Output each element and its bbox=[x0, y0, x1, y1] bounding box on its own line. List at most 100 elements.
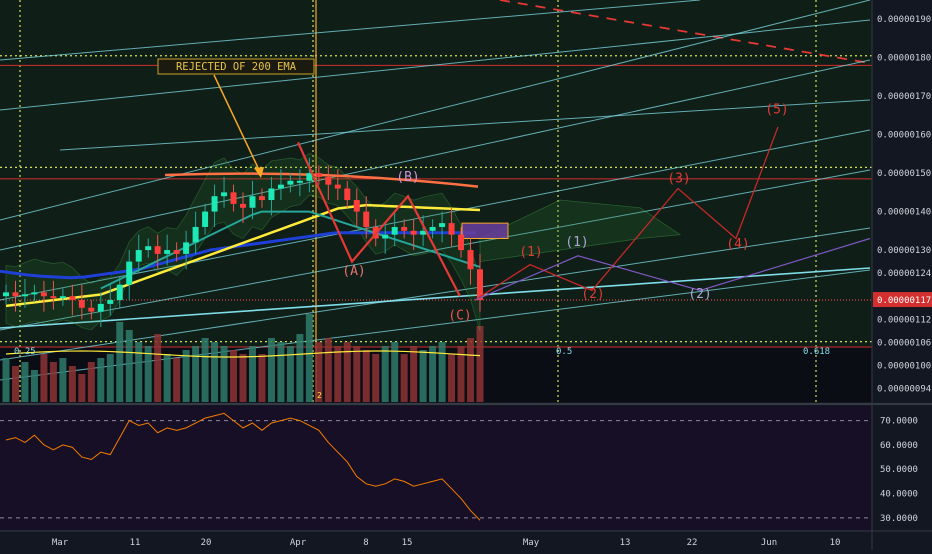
candle-body bbox=[296, 180, 303, 183]
volume-bar bbox=[78, 374, 86, 402]
volume-bar bbox=[467, 338, 475, 402]
candle-body bbox=[97, 303, 104, 312]
candle-body bbox=[467, 250, 474, 270]
rsi-tick: 60.0000 bbox=[880, 441, 918, 451]
candle-body bbox=[401, 226, 408, 231]
volume-bar bbox=[362, 350, 370, 402]
candle-body bbox=[353, 200, 360, 212]
volume-bar bbox=[248, 346, 256, 402]
fib-fan-line-8 bbox=[0, 0, 701, 61]
candle-body bbox=[88, 307, 95, 312]
candle-body bbox=[154, 246, 161, 254]
rsi-tick: 50.0000 bbox=[880, 465, 918, 475]
candle-body bbox=[391, 226, 398, 235]
volume-bar bbox=[448, 354, 456, 402]
volume-bar bbox=[220, 346, 228, 402]
price-tick: 0.00000130 bbox=[877, 246, 931, 256]
volume-marker: 2 bbox=[317, 391, 322, 400]
price-tick: 0.00000150 bbox=[877, 169, 931, 179]
wave-label-w2: (2) bbox=[581, 287, 604, 302]
volume-bar bbox=[381, 346, 389, 402]
volume-bar bbox=[116, 322, 124, 402]
price-tick: 0.00000100 bbox=[877, 361, 931, 371]
candle-body bbox=[306, 173, 313, 181]
wave-label-alt1: (1) bbox=[565, 235, 588, 250]
candle-body bbox=[249, 196, 256, 208]
candle-body bbox=[287, 180, 294, 185]
current-price-badge bbox=[873, 292, 932, 308]
wave-label-A: (A) bbox=[342, 264, 365, 279]
wave-label-alt2: (2) bbox=[688, 287, 711, 302]
volume-bar bbox=[87, 362, 95, 402]
volume-bar bbox=[457, 346, 465, 402]
candle-body bbox=[50, 296, 57, 299]
annotation-arrow-line bbox=[213, 74, 262, 175]
candle-body bbox=[59, 296, 66, 299]
wave-label-w4: (4) bbox=[726, 237, 749, 252]
volume-bar bbox=[163, 354, 171, 402]
volume-bar bbox=[324, 338, 332, 402]
time-tick: Apr bbox=[290, 538, 307, 548]
volume-bar bbox=[49, 362, 57, 402]
volume-bar bbox=[21, 362, 29, 402]
price-tick: 0.00000094 bbox=[877, 385, 931, 395]
candle-body bbox=[12, 292, 19, 297]
volume-bar bbox=[286, 346, 294, 402]
volume-bar bbox=[419, 350, 427, 402]
wave-label-w3: (3) bbox=[667, 172, 690, 187]
volume-bar bbox=[106, 354, 114, 402]
volume-bar bbox=[267, 338, 275, 402]
volume-bar bbox=[305, 314, 313, 402]
annotation-text: REJECTED OF 200 EMA bbox=[176, 61, 297, 73]
candle-body bbox=[78, 300, 85, 308]
fib-label-left: 0.25 bbox=[14, 347, 36, 357]
wave-label-w1: (1) bbox=[519, 245, 542, 260]
candle-body bbox=[277, 184, 284, 189]
volume-bar bbox=[296, 334, 304, 402]
volume-bar bbox=[11, 366, 19, 402]
candle-body bbox=[183, 242, 190, 254]
main-pane-background bbox=[0, 0, 872, 402]
fib-fan-support-line bbox=[0, 267, 871, 329]
volume-bar bbox=[182, 350, 190, 402]
candle-body bbox=[173, 250, 180, 254]
rsi-tick: 40.0000 bbox=[880, 490, 918, 500]
price-tick-current: 0.00000117 bbox=[877, 296, 931, 306]
candle-body bbox=[21, 294, 28, 297]
candle-body bbox=[325, 176, 332, 185]
volume-bar bbox=[59, 358, 67, 402]
candle-body bbox=[268, 188, 275, 201]
candle-body bbox=[240, 203, 246, 208]
candle-body bbox=[135, 250, 142, 262]
fib-fan-line-4 bbox=[0, 227, 871, 361]
volume-bar bbox=[125, 330, 133, 402]
candle-body bbox=[116, 284, 123, 301]
time-tick: 22 bbox=[687, 538, 698, 548]
volume-bar bbox=[2, 358, 10, 402]
price-tick: 0.00000170 bbox=[877, 92, 931, 102]
volume-bar bbox=[97, 358, 105, 402]
downtrend-dashed-line bbox=[499, 0, 873, 65]
fib-fan-line-0 bbox=[0, 0, 871, 221]
rsi-pane-background bbox=[0, 406, 872, 530]
candle-body bbox=[31, 292, 38, 295]
candle-body bbox=[382, 234, 389, 239]
volume-bar bbox=[258, 354, 266, 402]
candle-body bbox=[192, 226, 199, 243]
fib-fan-line-7 bbox=[0, 19, 871, 111]
volume-bar bbox=[400, 354, 408, 402]
price-tick: 0.00000112 bbox=[877, 315, 931, 325]
price-tick: 0.00000124 bbox=[877, 269, 931, 279]
candle-body bbox=[230, 192, 237, 204]
volume-bar bbox=[410, 346, 418, 402]
rsi-tick: 30.0000 bbox=[880, 514, 918, 524]
volume-bar bbox=[429, 346, 437, 402]
volume-bar bbox=[173, 358, 181, 402]
volume-bar bbox=[343, 342, 351, 402]
time-tick: 13 bbox=[620, 538, 631, 548]
annotation-box bbox=[157, 58, 315, 75]
candle-body bbox=[258, 196, 265, 201]
volume-bar bbox=[192, 346, 200, 402]
